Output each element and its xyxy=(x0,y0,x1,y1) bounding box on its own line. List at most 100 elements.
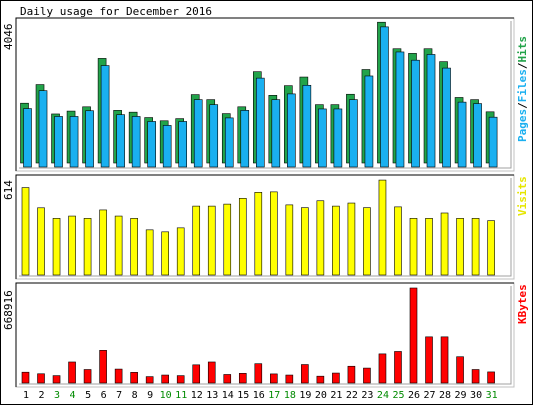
visits-bar-day-11 xyxy=(176,227,185,276)
day-label-10: 10 xyxy=(160,390,172,401)
kbytes-bar-day-12 xyxy=(192,364,201,384)
visits-bar-day-26 xyxy=(409,218,418,276)
day-label-5: 5 xyxy=(85,390,91,401)
kbytes-bar-day-22 xyxy=(347,365,356,384)
day-label-13: 13 xyxy=(206,390,218,401)
day-label-31: 31 xyxy=(486,390,498,401)
visits-bar-day-16 xyxy=(254,192,263,276)
day-label-30: 30 xyxy=(470,390,482,401)
files-bar-day-23 xyxy=(364,75,374,168)
kbytes-bar-day-26 xyxy=(409,287,418,384)
files-bar-day-15 xyxy=(240,110,250,168)
hits-files-legend: Pages/Files/Hits xyxy=(516,36,529,142)
kbytes-bars xyxy=(21,287,495,384)
day-label-7: 7 xyxy=(116,390,122,401)
files-bar-day-11 xyxy=(178,121,187,168)
kbytes-bar-day-5 xyxy=(83,369,92,384)
files-bar-day-26 xyxy=(411,59,420,168)
kbytes-bar-day-6 xyxy=(99,350,107,384)
kbytes-bar-day-3 xyxy=(52,375,61,384)
files-bar-day-14 xyxy=(224,117,234,168)
kbytes-bar-day-29 xyxy=(456,356,464,384)
hits-scale-label: 4046 xyxy=(2,24,15,51)
kbytes-bar-day-7 xyxy=(114,368,123,384)
visits-bar-day-19 xyxy=(301,207,309,276)
files-bar-day-17 xyxy=(271,99,281,168)
visits-bar-day-12 xyxy=(192,205,201,276)
visits-bar-day-20 xyxy=(316,200,325,276)
day-label-12: 12 xyxy=(191,390,203,401)
day-label-15: 15 xyxy=(237,390,249,401)
kbytes-bar-day-1 xyxy=(21,371,30,384)
day-label-24: 24 xyxy=(377,390,389,401)
visits-scale-label: 614 xyxy=(2,180,15,200)
visits-bar-day-18 xyxy=(285,204,294,276)
files-bar-day-24 xyxy=(380,26,389,168)
kbytes-bar-day-23 xyxy=(363,367,371,384)
files-bar-day-13 xyxy=(209,104,219,168)
files-bar-day-29 xyxy=(457,101,467,168)
visits-bar-day-1 xyxy=(21,187,30,276)
visits-bar-day-17 xyxy=(270,191,278,276)
kbytes-bar-day-21 xyxy=(332,372,340,384)
files-bar-day-3 xyxy=(54,116,63,168)
day-label-20: 20 xyxy=(315,390,327,401)
files-bar-day-19 xyxy=(302,84,312,168)
files-bar-day-30 xyxy=(473,103,482,168)
day-label-25: 25 xyxy=(392,390,404,401)
kbytes-bar-day-31 xyxy=(487,371,495,384)
kbytes-bar-day-11 xyxy=(176,375,185,384)
kbytes-bar-day-18 xyxy=(285,374,294,384)
legend-files: Files xyxy=(516,69,529,102)
legend-hits: Hits xyxy=(516,36,529,63)
visits-bars xyxy=(21,179,495,276)
kbytes-legend: KBytes xyxy=(516,284,529,324)
kbytes-bar-day-8 xyxy=(130,372,138,384)
day-label-3: 3 xyxy=(54,390,60,401)
files-bar-day-10 xyxy=(162,125,172,168)
files-bar-day-2 xyxy=(38,90,48,168)
day-label-6: 6 xyxy=(101,390,107,401)
visits-bar-day-28 xyxy=(440,212,449,276)
day-label-14: 14 xyxy=(222,390,234,401)
kbytes-bar-day-25 xyxy=(394,351,402,384)
files-bar-day-1 xyxy=(23,108,32,168)
day-label-17: 17 xyxy=(268,390,280,401)
kbytes-bar-day-4 xyxy=(68,361,76,384)
visits-bar-day-2 xyxy=(37,207,45,276)
visits-bar-day-30 xyxy=(471,218,480,276)
visits-bar-day-14 xyxy=(223,203,232,276)
day-label-22: 22 xyxy=(346,390,358,401)
files-bar-day-25 xyxy=(395,51,405,168)
visits-bar-day-21 xyxy=(332,205,340,276)
files-bar-day-16 xyxy=(255,77,265,168)
visits-bar-day-3 xyxy=(52,218,61,276)
visits-bar-day-22 xyxy=(347,202,356,276)
day-label-18: 18 xyxy=(284,390,296,401)
kbytes-bar-day-10 xyxy=(161,374,169,384)
visits-bar-day-10 xyxy=(161,231,169,276)
chart-title: Daily usage for December 2016 xyxy=(20,5,212,18)
files-bar-day-8 xyxy=(131,116,141,168)
visits-bar-day-6 xyxy=(99,209,107,276)
day-label-26: 26 xyxy=(408,390,420,401)
files-bar-day-4 xyxy=(69,116,79,168)
legend-sep-1: / xyxy=(516,102,529,109)
kbytes-bar-day-27 xyxy=(425,336,433,384)
files-bar-day-28 xyxy=(442,67,451,168)
visits-bar-day-13 xyxy=(207,205,216,276)
kbytes-bar-day-20 xyxy=(316,375,325,384)
day-label-28: 28 xyxy=(439,390,451,401)
files-bar-day-12 xyxy=(193,99,203,168)
files-bar-day-21 xyxy=(333,108,343,168)
kbytes-bar-day-28 xyxy=(440,336,449,384)
files-bars xyxy=(23,26,498,168)
kbytes-bar-day-15 xyxy=(238,373,247,384)
kbytes-bar-day-13 xyxy=(207,361,216,384)
kbytes-bar-day-2 xyxy=(37,373,45,384)
kbytes-bar-day-24 xyxy=(378,353,387,384)
visits-bar-day-9 xyxy=(145,229,154,276)
day-labels: 1 2 3 4 5 6 7 8 9 10 11 12 13 14 15 16 17 18 19 20 21 22 23 24 2… xyxy=(23,390,498,401)
legend-sep-2: / xyxy=(516,62,529,69)
